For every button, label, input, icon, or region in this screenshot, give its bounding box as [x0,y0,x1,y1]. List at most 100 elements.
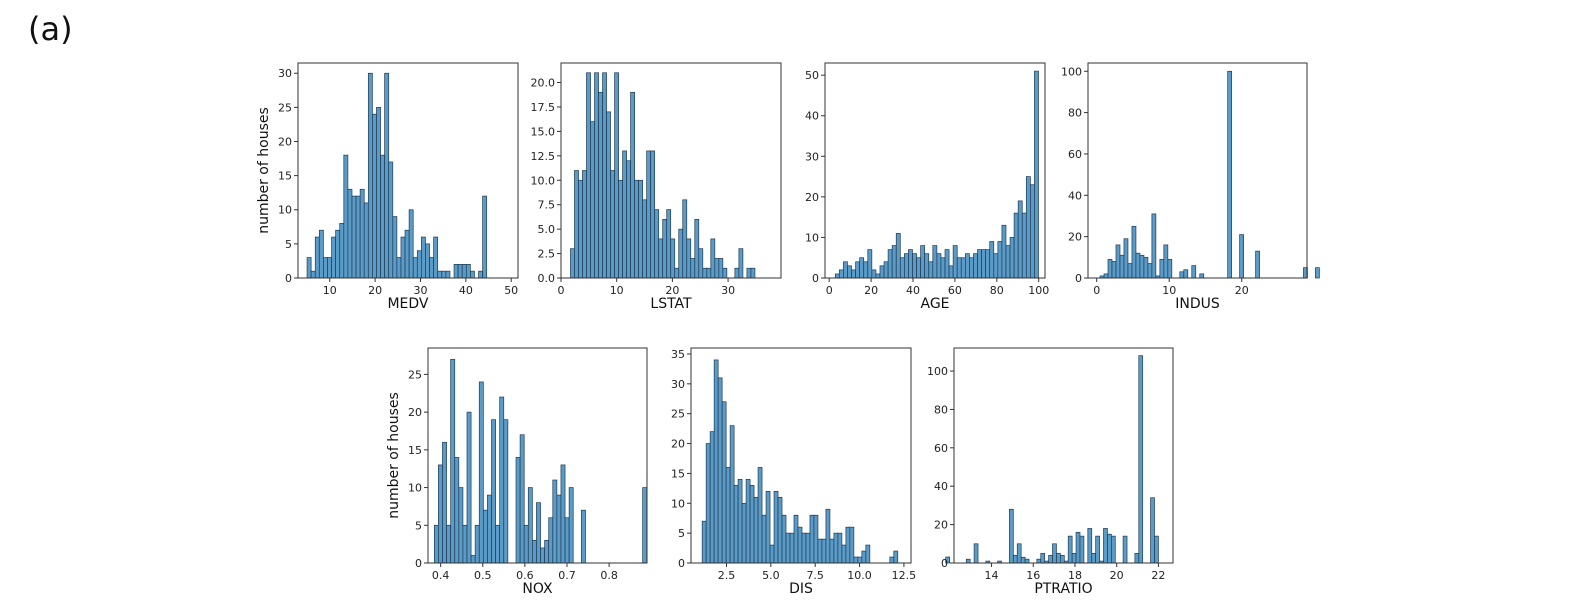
histogram-bar [491,419,496,564]
histogram-bar [721,401,727,564]
y-tick-label: 100 [927,365,948,378]
histogram-bar [396,257,402,279]
x-tick-label: 0.4 [432,569,450,582]
plot-frame [560,62,782,279]
y-tick-label: 0 [941,557,948,570]
histogram-bar [1071,553,1077,564]
panel-label: (a) [28,10,73,48]
x-tick-label: 7.5 [806,569,824,582]
histogram-bar [1087,528,1093,564]
y-axis-label: number of houses [256,107,272,234]
histogram-bar [701,520,707,564]
y-tick-label: 15.0 [531,125,556,138]
histogram-bar [757,467,763,564]
histogram-bar [450,358,456,564]
histogram-bar [1138,355,1144,564]
histogram-bar [904,253,909,279]
histogram-bar [817,538,823,564]
x-tick-label: 14 [985,569,999,582]
histogram-bar [1159,259,1165,279]
x-tick-label: 40 [459,284,473,297]
histogram-bar [853,556,859,564]
histogram-bar [1110,535,1116,564]
x-tick-label: 0 [826,284,833,297]
histogram-bar [867,249,873,279]
histogram-bar [499,396,505,564]
histogram-bar [1150,497,1155,564]
histogram-bar [376,107,381,279]
histogram-bar [841,544,847,564]
plot-frame [824,62,1046,279]
x-tick-label: 0.5 [474,569,492,582]
y-tick-label: 7.5 [538,199,556,212]
histogram-bar [865,544,871,564]
histogram-bar [1013,212,1019,279]
y-tick-label: 0 [812,272,819,285]
histogram-bar [838,269,844,279]
histogram-bar [789,532,795,564]
histogram-bar [359,188,365,279]
histogram-bar [1199,273,1205,279]
histogram-bar [829,538,835,564]
histogram-bar [750,267,756,279]
histogram-bar [1183,269,1189,279]
y-tick-label: 20.0 [531,77,556,90]
histogram-bar [527,487,533,564]
histogram-bar [940,257,946,279]
y-tick-label: 25 [278,101,292,114]
histogram-bar [380,154,385,279]
histogram-bar [441,270,447,279]
x-tick-label: 0 [1093,284,1100,297]
histogram-bar [891,245,897,279]
histogram-bar [928,261,934,279]
histogram-bar [1127,263,1133,279]
histogram-bar [710,238,716,279]
histogram-bar [351,195,357,279]
histogram-bar [503,419,509,564]
histogram-bar [1107,533,1112,564]
y-tick-label: 80 [1068,107,1082,120]
histogram-bar [1131,225,1137,279]
histogram-bar [618,179,623,279]
y-tick-label: 50 [805,69,819,82]
y-tick-label: 0 [678,557,685,570]
histogram-bar [470,270,475,279]
histogram-bar [733,485,739,564]
x-tick-label: 0.8 [600,569,618,582]
histogram-bar [924,253,930,279]
histogram-bar [834,273,840,279]
x-axis-label: DIS [789,581,813,597]
x-tick-label: 50 [504,284,518,297]
histogram-bar [859,257,865,279]
histogram-bar [1009,237,1015,279]
histogram-bar [912,253,917,279]
histogram-bar [594,72,599,279]
histogram-indus: 0 10 20 0 20 40 60 80 100 INDUS [1061,62,1320,312]
histogram-bar [1075,531,1081,564]
histogram-bar [863,261,869,279]
plot-frame [690,347,912,564]
histogram-bar [433,236,439,279]
histogram-bar [773,490,779,564]
histogram-bar [614,72,619,279]
histogram-bar [1255,250,1260,279]
histogram-bar [532,540,537,564]
x-axis-label: NOX [522,581,553,597]
histogram-bar [560,464,566,564]
histogram-bar [801,532,807,564]
x-tick-label: 2.5 [718,569,736,582]
histogram-bar [540,547,545,564]
histogram-bar [1020,556,1026,564]
histogram-bar [761,514,767,564]
histogram-bar [899,257,905,279]
histogram-bar [981,249,987,279]
x-axis-label: PTRATIO [1034,581,1092,597]
histogram-bar [855,261,861,279]
histogram-bar [1021,212,1027,279]
x-axis-label: AGE [920,296,949,312]
histogram-bar [446,524,452,564]
x-tick-label: 10 [610,284,624,297]
histogram-bar [654,209,660,279]
